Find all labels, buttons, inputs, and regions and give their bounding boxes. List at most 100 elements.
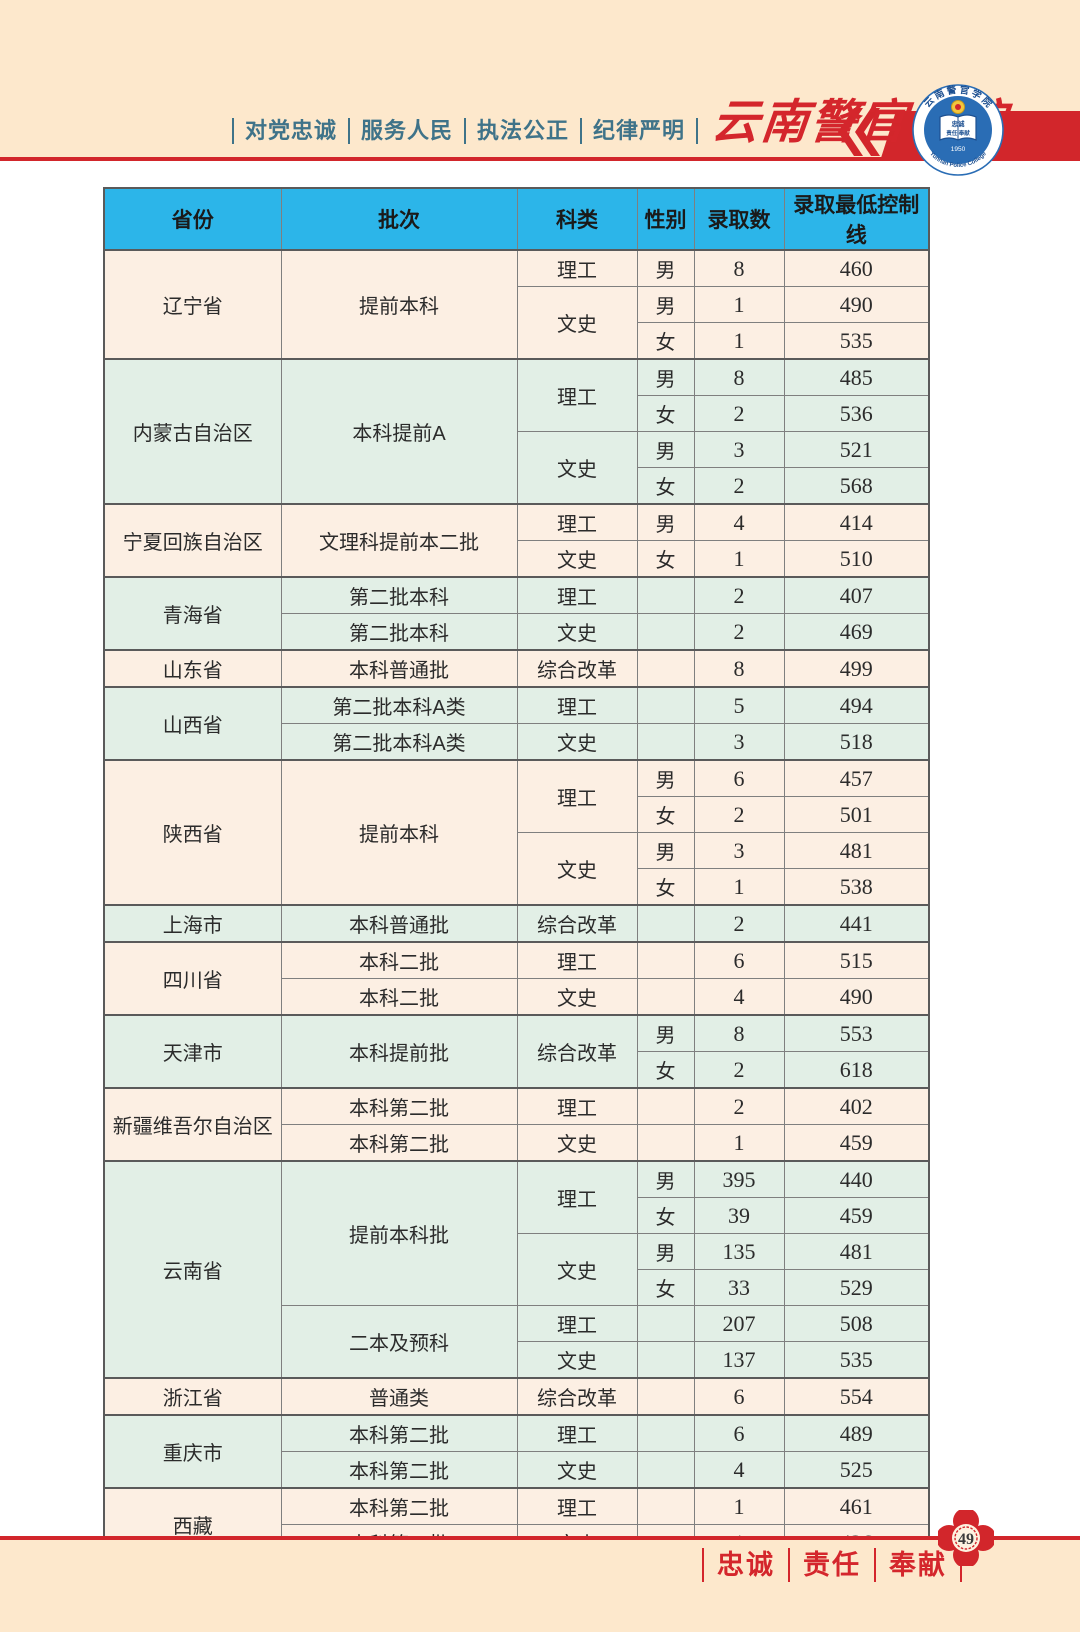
table-row: 文史 137 535	[104, 1341, 930, 1379]
table-row: 上海市 本科普通批 综合改革 2 441	[103, 904, 930, 943]
table-row: 内蒙古自治区 本科提前A 理工男 8 485	[103, 358, 930, 505]
emblem-motto-line1: 忠诚	[952, 119, 966, 128]
gender-cell: 女	[636, 1269, 695, 1306]
province-group: 四川省 本科二批 理工 6 515 本科二批 文史 4 490	[103, 941, 930, 1016]
cutoff-score-cell: 535	[783, 1341, 930, 1379]
province-cell: 上海市	[103, 904, 282, 943]
admit-count-cell: 2	[693, 613, 785, 651]
admit-count-cell: 395	[693, 1160, 785, 1198]
batch-cell: 二本及预科	[280, 1305, 518, 1379]
batch-cell: 本科提前批	[280, 1014, 518, 1089]
column-header: 录取数	[693, 187, 785, 251]
cutoff-score-cell: 501	[783, 796, 930, 833]
column-header: 批次	[280, 187, 518, 251]
gender-cell	[636, 1124, 695, 1162]
cutoff-score-cell: 441	[783, 904, 930, 943]
gender-cell: 女	[636, 540, 695, 578]
subject-cell: 理工	[516, 1414, 638, 1452]
province-cell: 重庆市	[103, 1414, 282, 1489]
gender-cell	[636, 1087, 695, 1125]
cutoff-score-cell: 554	[783, 1377, 930, 1416]
slogan-item: 对党忠诚	[232, 118, 348, 144]
emblem-year: 1950	[951, 146, 966, 153]
page-footer: 忠诚 责任 奉献 49	[0, 1510, 1080, 1632]
batch-cell: 本科二批	[280, 978, 518, 1016]
batch-cell: 普通类	[280, 1377, 518, 1416]
admit-count-cell: 1	[693, 1124, 785, 1162]
cutoff-score-cell: 414	[783, 503, 930, 541]
table-row: 女 2 568	[104, 467, 930, 505]
table-row: 女 2 501	[104, 796, 930, 833]
admit-count-cell: 2	[693, 1051, 785, 1089]
province-cell: 新疆维吾尔自治区	[103, 1087, 282, 1162]
admit-count-cell: 8	[693, 358, 785, 396]
cutoff-score-cell: 440	[783, 1160, 930, 1198]
double-chevron-icon	[838, 108, 880, 156]
batch-cell: 第二批本科A类	[280, 723, 518, 761]
gender-cell: 男	[636, 1233, 695, 1270]
province-group: 青海省 第二批本科 理工 2 407 第二批本科 文史 2 469	[103, 576, 930, 651]
gender-cell	[636, 1305, 695, 1342]
cutoff-score-cell: 529	[783, 1269, 930, 1306]
province-group: 辽宁省 提前本科 理工男 8 460 文史男 1 490 女 1 535	[103, 249, 930, 360]
subject-cell: 文史	[516, 431, 638, 505]
cutoff-score-cell: 481	[783, 1233, 930, 1270]
province-group: 山西省 第二批本科A类 理工 5 494 第二批本科A类 文史 3 518	[103, 686, 930, 761]
admit-count-cell: 6	[693, 1377, 785, 1416]
subject-cell: 综合改革	[516, 649, 638, 688]
admit-count-cell: 39	[693, 1197, 785, 1234]
province-cell: 内蒙古自治区	[103, 358, 282, 505]
table-row: 四川省 本科二批 理工 6 515	[103, 941, 930, 1016]
subject-cell: 理工	[516, 1087, 638, 1125]
table-row: 西藏 本科第二批 理工 1 461	[103, 1487, 930, 1562]
gender-cell	[636, 941, 695, 979]
province-cell: 浙江省	[103, 1377, 282, 1416]
batch-cell: 本科二批	[280, 941, 518, 979]
province-cell: 天津市	[103, 1014, 282, 1089]
column-header: 省份	[103, 187, 282, 251]
table-row: 文史男 3 521	[104, 431, 930, 505]
admit-count-cell: 6	[693, 1414, 785, 1452]
admit-count-cell: 6	[693, 759, 785, 797]
gender-cell	[636, 613, 695, 651]
motto-item: 责任	[788, 1548, 874, 1582]
cutoff-score-cell: 457	[783, 759, 930, 797]
cutoff-score-cell: 469	[783, 613, 930, 651]
batch-cell: 文理科提前本二批	[280, 503, 518, 578]
subject-cell: 文史	[516, 613, 638, 651]
table-row: 文史男 135 481	[104, 1233, 930, 1306]
gender-cell: 男	[636, 249, 695, 287]
admit-count-cell: 1	[693, 540, 785, 578]
admit-count-cell: 4	[693, 978, 785, 1016]
cutoff-score-cell: 461	[783, 1487, 930, 1525]
admit-count-cell: 207	[693, 1305, 785, 1342]
province-cell: 云南省	[103, 1160, 282, 1379]
gender-cell: 男	[636, 1014, 695, 1052]
page-number: 49	[958, 1531, 974, 1548]
cutoff-score-cell: 494	[783, 686, 930, 724]
batch-cell: 第二批本科	[280, 576, 518, 614]
province-group: 内蒙古自治区 本科提前A 理工男 8 485 女 2 536 文史男 3 521 女 2 568	[103, 358, 930, 505]
cutoff-score-cell: 536	[783, 395, 930, 432]
province-group: 重庆市 本科第二批 理工 6 489 本科第二批 文史 4 525	[103, 1414, 930, 1489]
cutoff-score-cell: 538	[783, 868, 930, 906]
admit-count-cell: 135	[693, 1233, 785, 1270]
slogan-item: 纪律严明	[580, 118, 699, 144]
cutoff-score-cell: 553	[783, 1014, 930, 1052]
admit-count-cell: 1	[693, 1487, 785, 1525]
subject-cell: 文史	[516, 1451, 638, 1489]
province-group: 天津市 本科提前批 综合改革男 8 553 女 2 618	[103, 1014, 930, 1089]
table-header: 省份 批次 科类 性别 录取数 录取最低控制线	[103, 187, 930, 251]
admit-count-cell: 33	[693, 1269, 785, 1306]
column-header: 录取最低控制线	[783, 187, 930, 251]
admit-count-cell: 8	[693, 249, 785, 287]
subject-cell: 理工	[516, 358, 638, 432]
batch-cell: 提前本科批	[280, 1160, 518, 1306]
table-row: 第二批本科 文史 2 469	[104, 613, 930, 651]
subject-cell: 理工	[516, 686, 638, 724]
subject-cell: 文史	[516, 1124, 638, 1162]
gender-cell: 女	[636, 796, 695, 833]
column-header: 性别	[636, 187, 695, 251]
subject-cell: 文史	[516, 723, 638, 761]
